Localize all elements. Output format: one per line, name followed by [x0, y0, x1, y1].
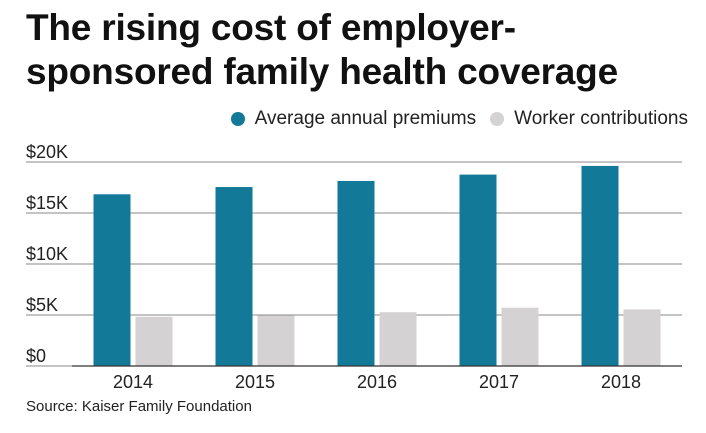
x-tick-label: 2014 — [113, 372, 153, 392]
source-note: Source: Kaiser Family Foundation — [26, 398, 252, 415]
bar-premiums-2014 — [93, 194, 131, 366]
bar-premiums-2016 — [337, 180, 375, 366]
chart-title: The rising cost of employer-sponsored fa… — [26, 7, 618, 92]
y-tick-label: $15K — [26, 193, 68, 213]
legend-item-premiums: Average annual premiums — [230, 108, 477, 130]
legend-label-premiums: Average annual premiums — [254, 108, 477, 129]
bar-contributions-2015 — [257, 315, 295, 366]
bar-contributions-2017 — [501, 307, 539, 366]
y-tick-label: $20K — [26, 142, 68, 162]
bar-contributions-2018 — [623, 309, 661, 366]
bar-contributions-2014 — [135, 316, 173, 366]
legend-label-contributions: Worker contributions — [514, 108, 688, 129]
y-tick-label: $10K — [26, 244, 68, 264]
y-tick-label: $5K — [26, 295, 58, 315]
legend: Average annual premiums Worker contribut… — [217, 108, 688, 130]
x-tick-label: 2015 — [235, 372, 275, 392]
x-tick-label: 2017 — [479, 372, 519, 392]
legend-swatch-contributions — [490, 112, 505, 126]
x-tick-label: 2016 — [357, 372, 397, 392]
bar-contributions-2016 — [379, 312, 417, 366]
x-tick-label: 2018 — [601, 372, 641, 392]
legend-swatch-premiums — [230, 112, 245, 126]
bar-premiums-2017 — [459, 174, 497, 366]
y-tick-label: $0 — [26, 346, 46, 366]
bar-premiums-2015 — [215, 187, 253, 366]
legend-item-contributions: Worker contributions — [490, 108, 688, 130]
bar-premiums-2018 — [581, 165, 619, 366]
